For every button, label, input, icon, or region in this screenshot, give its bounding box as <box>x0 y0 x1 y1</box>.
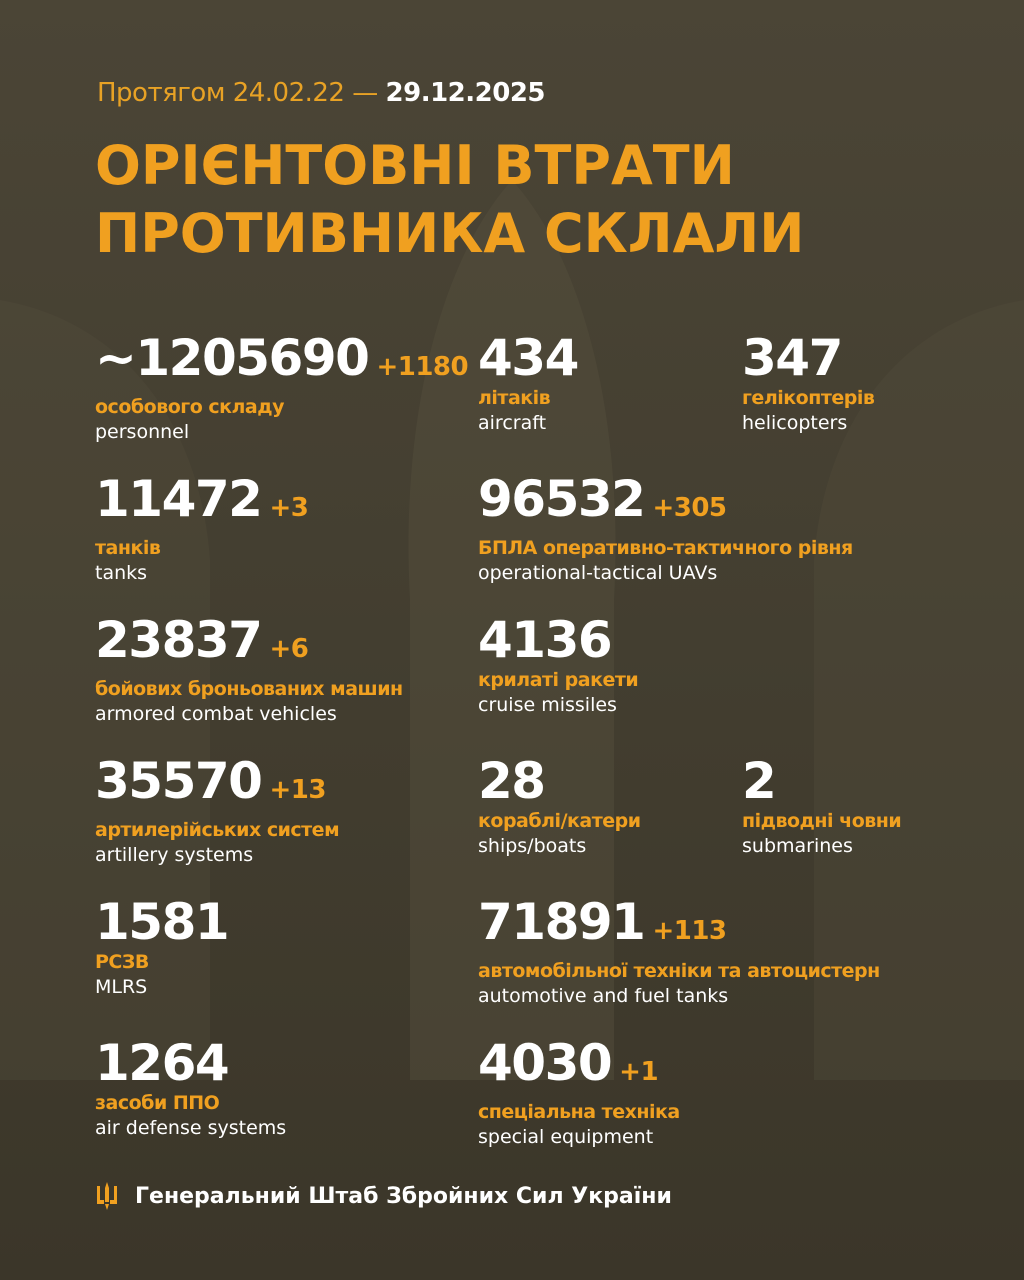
stat-label-en: MLRS <box>95 976 148 998</box>
stat-value: 434 <box>478 329 579 387</box>
value: 1264 <box>95 1034 230 1092</box>
value: 1581 <box>95 893 230 951</box>
stat-delta: +1 <box>619 1057 659 1087</box>
stat-value: 347 <box>742 330 874 386</box>
stat-submarines: 2 підводні човни submarines <box>742 753 902 859</box>
stat-label-ua: автомобільної техніки та автоцистерн <box>478 960 880 982</box>
stat-personnel: ~1205690 +1180 особового складу personnel <box>95 329 469 445</box>
period: Протягом 24.02.22 — 29.12.2025 <box>97 78 546 108</box>
stat-label-ua: кораблі/катери <box>478 810 641 832</box>
stat-value: 2 <box>742 753 901 809</box>
stat-delta: +305 <box>652 493 727 523</box>
stat-label-ua: бойових броньованих машин <box>95 678 403 700</box>
stat-value: 4030 +1 <box>478 1035 680 1100</box>
value: 4030 <box>478 1034 613 1092</box>
stat-value: 35570 +13 <box>95 753 339 818</box>
stat-label-ua: спеціальна техніка <box>478 1101 680 1123</box>
stat-label-en: aircraft <box>478 412 547 434</box>
footer: Генеральний Штаб Збройних Сил України <box>95 1182 672 1210</box>
stat-label-en: personnel <box>95 421 190 443</box>
stat-value: 1264 <box>95 1035 286 1091</box>
stat-value: 23837 +6 <box>95 612 403 677</box>
stat-label-ua: артилерійських систем <box>95 819 340 841</box>
stat-aircraft: 434 літаків aircraft <box>478 329 579 436</box>
stat-label-en: ships/boats <box>478 835 587 857</box>
stat-ships-boats: 28 кораблі/катери ships/boats <box>478 753 641 859</box>
stat-label-en: artillery systems <box>95 844 254 866</box>
stat-label-ua: літаків <box>478 387 551 409</box>
value: 71891 <box>478 893 646 951</box>
stat-delta: +1180 <box>376 352 469 382</box>
stat-label-en: helicopters <box>742 412 848 434</box>
stat-tanks: 11472 +3 танків tanks <box>95 470 309 586</box>
stat-label-en: special equipment <box>478 1126 654 1148</box>
stat-value: 71891 +113 <box>478 894 880 959</box>
value: 434 <box>478 329 579 387</box>
stat-value: 4136 <box>478 612 638 668</box>
stat-label-ua: РСЗВ <box>95 951 149 973</box>
stat-label-ua: підводні човни <box>742 810 902 832</box>
stat-air-defense-systems: 1264 засоби ППО air defense systems <box>95 1035 286 1141</box>
stat-label-en: armored combat vehicles <box>95 703 337 725</box>
stat-special-equipment: 4030 +1 спеціальна техніка special equipmen… <box>478 1035 680 1150</box>
page-title: ОРІЄНТОВНІ ВТРАТИ ПРОТИВНИКА СКЛАЛИ <box>95 132 804 268</box>
value: ~1205690 <box>95 329 370 387</box>
stat-delta: +113 <box>652 916 727 946</box>
period-end: 29.12.2025 <box>385 78 546 108</box>
stat-label-ua: гелікоптерів <box>742 387 875 409</box>
value: 28 <box>478 752 546 810</box>
stat-value: 1581 <box>95 893 230 951</box>
value: 4136 <box>478 611 613 669</box>
stat-delta: +6 <box>269 634 309 664</box>
value: 347 <box>742 329 843 387</box>
value: 96532 <box>478 470 646 528</box>
footer-text: Генеральний Штаб Збройних Сил України <box>135 1183 672 1209</box>
stat-delta: +13 <box>269 775 326 805</box>
title-line-2: ПРОТИВНИКА СКЛАЛИ <box>95 202 805 265</box>
trident-icon <box>97 1182 117 1210</box>
stat-artillery-systems: 35570 +13 артилерійських систем artillery s… <box>95 753 340 868</box>
value: 23837 <box>95 611 263 669</box>
stat-helicopters: 347 гелікоптерів helicopters <box>742 330 875 436</box>
stat-cruise-missiles: 4136 крилаті ракети cruise missiles <box>478 612 639 718</box>
value: 35570 <box>95 752 263 810</box>
stat-label-en: cruise missiles <box>478 694 617 716</box>
value: 11472 <box>95 470 263 528</box>
period-start: Протягом 24.02.22 — <box>97 78 378 108</box>
stat-value: 11472 +3 <box>95 470 309 536</box>
stat-label-en: automotive and fuel tanks <box>478 985 729 1007</box>
stat-value: 96532 +305 <box>478 471 853 536</box>
stat-label-en: air defense systems <box>95 1117 287 1139</box>
stat-label-en: submarines <box>742 835 853 857</box>
stat-armored-combat-vehicles: 23837 +6 бойових броньованих машин armored … <box>95 612 403 727</box>
title-line-1: ОРІЄНТОВНІ ВТРАТИ <box>95 134 735 197</box>
stat-value: 28 <box>478 753 641 809</box>
stat-label-ua: крилаті ракети <box>478 669 639 691</box>
stat-operational-tactical-uavs: 96532 +305 БПЛА оперативно-тактичного рівн… <box>478 471 853 586</box>
stat-automotive-and-fuel-tanks: 71891 +113 автомобільної техніки та автоци… <box>478 894 880 1009</box>
stat-label-ua: засоби ППО <box>95 1092 220 1114</box>
value: 2 <box>742 752 777 810</box>
stat-delta: +3 <box>269 493 309 523</box>
stat-label-en: tanks <box>95 562 148 584</box>
stat-label-ua: БПЛА оперативно-тактичного рівня <box>478 537 853 559</box>
stat-label-en: operational-tactical UAVs <box>478 562 718 584</box>
stat-label-ua: танків <box>95 537 161 559</box>
stat-value: ~1205690 +1180 <box>95 329 469 395</box>
stat-label-ua: особового складу <box>95 396 285 418</box>
stat-mlrs: 1581 РСЗВ MLRS <box>95 893 230 1000</box>
